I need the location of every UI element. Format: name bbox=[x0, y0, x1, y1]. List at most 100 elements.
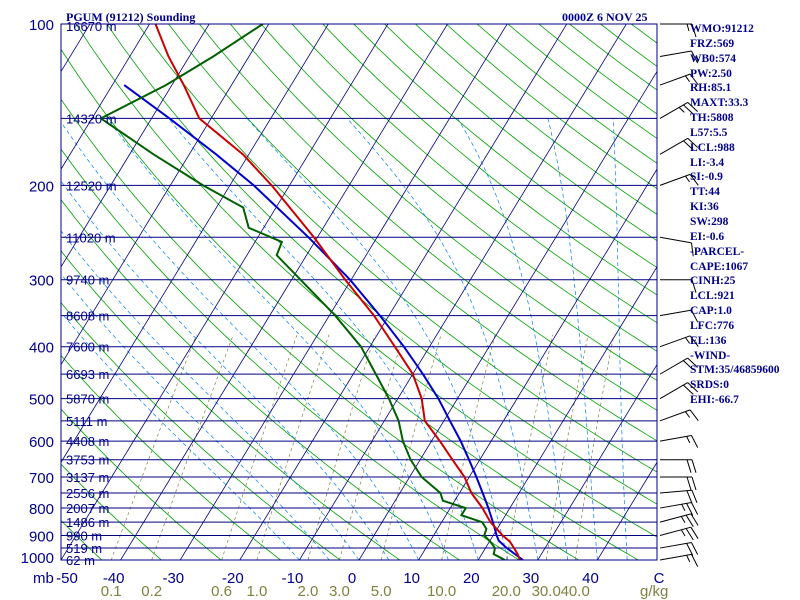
stability-indices-panel: WMO:91212 FRZ:569 WB0:574 PW:2.50 RH:85.1 MAX… bbox=[690, 22, 800, 412]
stability-index: SRDS:0 bbox=[690, 379, 729, 392]
stability-index: CAPE:1067 bbox=[690, 260, 749, 273]
temperature-tick-label: 10 bbox=[403, 570, 420, 587]
wind-barbs bbox=[659, 23, 699, 567]
moist-adiabat bbox=[457, 118, 568, 560]
stability-index: MAXT:33.3 bbox=[690, 97, 749, 110]
wind-barb bbox=[659, 435, 699, 448]
temperature-tick-label: -20 bbox=[222, 570, 244, 587]
wind-barb bbox=[659, 382, 699, 400]
wind-barb bbox=[659, 73, 699, 86]
mixing-ratio-unit: g/kg bbox=[640, 583, 668, 600]
stability-index: CINH:25 bbox=[690, 275, 736, 288]
stability-index: LCL:988 bbox=[690, 141, 735, 154]
wind-barb bbox=[659, 236, 694, 257]
stability-index: CAP:1.0 bbox=[690, 305, 732, 318]
moist-adiabat bbox=[61, 273, 330, 560]
isotherm bbox=[61, 24, 210, 268]
dry-adiabat bbox=[61, 148, 520, 560]
isotherm bbox=[0, 12, 38, 571]
pressure-tick-label: 300 bbox=[29, 273, 54, 290]
stability-index: TT:44 bbox=[690, 186, 720, 199]
mixing-ratio-label: 5.0 bbox=[371, 583, 392, 600]
height-label: 990 m bbox=[66, 529, 102, 544]
stability-index: PW:2.50 bbox=[690, 67, 732, 80]
isotherm bbox=[418, 168, 657, 560]
height-label: 5870 m bbox=[66, 392, 109, 407]
height-label: 3753 m bbox=[66, 453, 109, 468]
height-label: 8608 m bbox=[66, 309, 109, 324]
pressure-tick-label: 100 bbox=[29, 17, 54, 34]
mixing-ratio-label: 0.6 bbox=[211, 583, 232, 600]
dry-adiabat bbox=[75, 24, 657, 538]
height-label: 12520 m bbox=[66, 178, 117, 193]
pressure-tick-label: 200 bbox=[29, 178, 54, 195]
mixing-ratio-label: 20.0 bbox=[492, 583, 521, 600]
stability-index: TH:5808 bbox=[690, 112, 734, 125]
moist-adiabat bbox=[61, 230, 360, 560]
wind-barb bbox=[659, 279, 697, 293]
wind-barb bbox=[660, 23, 697, 38]
height-label: 62 m bbox=[66, 553, 95, 568]
temperature-tick-label: -50 bbox=[56, 570, 78, 587]
isotherm bbox=[239, 24, 568, 560]
isotherms bbox=[0, 12, 657, 571]
stability-index: SI:-0.9 bbox=[690, 171, 723, 184]
isotherm bbox=[298, 24, 627, 560]
isotherm bbox=[596, 461, 657, 560]
height-label: 4408 m bbox=[66, 434, 109, 449]
pressure-unit: mb bbox=[33, 570, 54, 587]
isotherm bbox=[537, 363, 657, 560]
temperature-tick-label: 30 bbox=[523, 570, 540, 587]
stability-index: RH:85.1 bbox=[690, 82, 732, 95]
height-label: 16670 m bbox=[66, 19, 117, 34]
stability-index: EHI:-66.7 bbox=[690, 394, 739, 407]
temperature-tick-label: 40 bbox=[582, 570, 599, 587]
dry-adiabat bbox=[61, 519, 103, 560]
dry-adiabat bbox=[61, 48, 640, 560]
isotherm bbox=[120, 24, 449, 560]
isotherm bbox=[61, 24, 151, 170]
mixing-ratio-label: 30.0 bbox=[532, 583, 561, 600]
stability-index: LFC:776 bbox=[690, 319, 735, 332]
stability-index: EI:-0.6 bbox=[690, 230, 725, 243]
moist-adiabat bbox=[346, 118, 539, 560]
dry-adiabat bbox=[168, 24, 657, 442]
stability-index: WMO:91212 bbox=[690, 23, 754, 35]
stability-index: STM:35/46859600 bbox=[690, 364, 780, 377]
pressure-tick-label: 500 bbox=[29, 392, 54, 409]
wind-barb bbox=[659, 476, 697, 491]
height-label: 6693 m bbox=[66, 367, 109, 382]
temperature-tick-label: -10 bbox=[282, 570, 304, 587]
pressure-tick-label: 400 bbox=[29, 340, 54, 357]
mixing-ratio-line bbox=[545, 334, 589, 560]
moist-adiabat bbox=[61, 121, 419, 560]
dry-adiabat bbox=[291, 24, 657, 324]
height-label: 5111 m bbox=[66, 414, 107, 429]
height-label: 7600 m bbox=[66, 340, 109, 355]
dry-adiabats bbox=[61, 24, 657, 560]
mixing-ratio-label: 10.0 bbox=[427, 583, 456, 600]
mixing-ratio-label: 2.0 bbox=[297, 583, 318, 600]
pressure-tick-label: 700 bbox=[29, 470, 54, 487]
axis-labels: 0.1 0.2 0.6 1.0 2.0 3.0 5.0 10.0 20.0 30.0 40.0 g/k… bbox=[21, 17, 669, 600]
mixing-ratio-line bbox=[221, 334, 298, 560]
moist-adiabat bbox=[612, 118, 628, 560]
dry-adiabat bbox=[137, 24, 657, 473]
moist-adiabat bbox=[547, 118, 598, 560]
stability-index: SW:298 bbox=[690, 215, 729, 228]
dewpoint-trace bbox=[98, 24, 506, 560]
mixing-ratio-line bbox=[574, 334, 615, 560]
isotherm bbox=[61, 24, 270, 366]
stability-index: LCL:921 bbox=[690, 290, 735, 303]
isotherm bbox=[61, 24, 329, 464]
temperature-tick-label: -30 bbox=[162, 570, 184, 587]
dry-adiabat bbox=[61, 408, 222, 560]
mixing-ratio-label: 3.0 bbox=[329, 583, 350, 600]
dry-adiabat bbox=[106, 24, 657, 505]
wind-barb bbox=[659, 137, 699, 155]
isotherm bbox=[179, 24, 508, 560]
pressure-tick-label: 600 bbox=[29, 434, 54, 451]
height-label: 1486 m bbox=[66, 515, 109, 530]
height-label: 14320 m bbox=[66, 111, 117, 126]
